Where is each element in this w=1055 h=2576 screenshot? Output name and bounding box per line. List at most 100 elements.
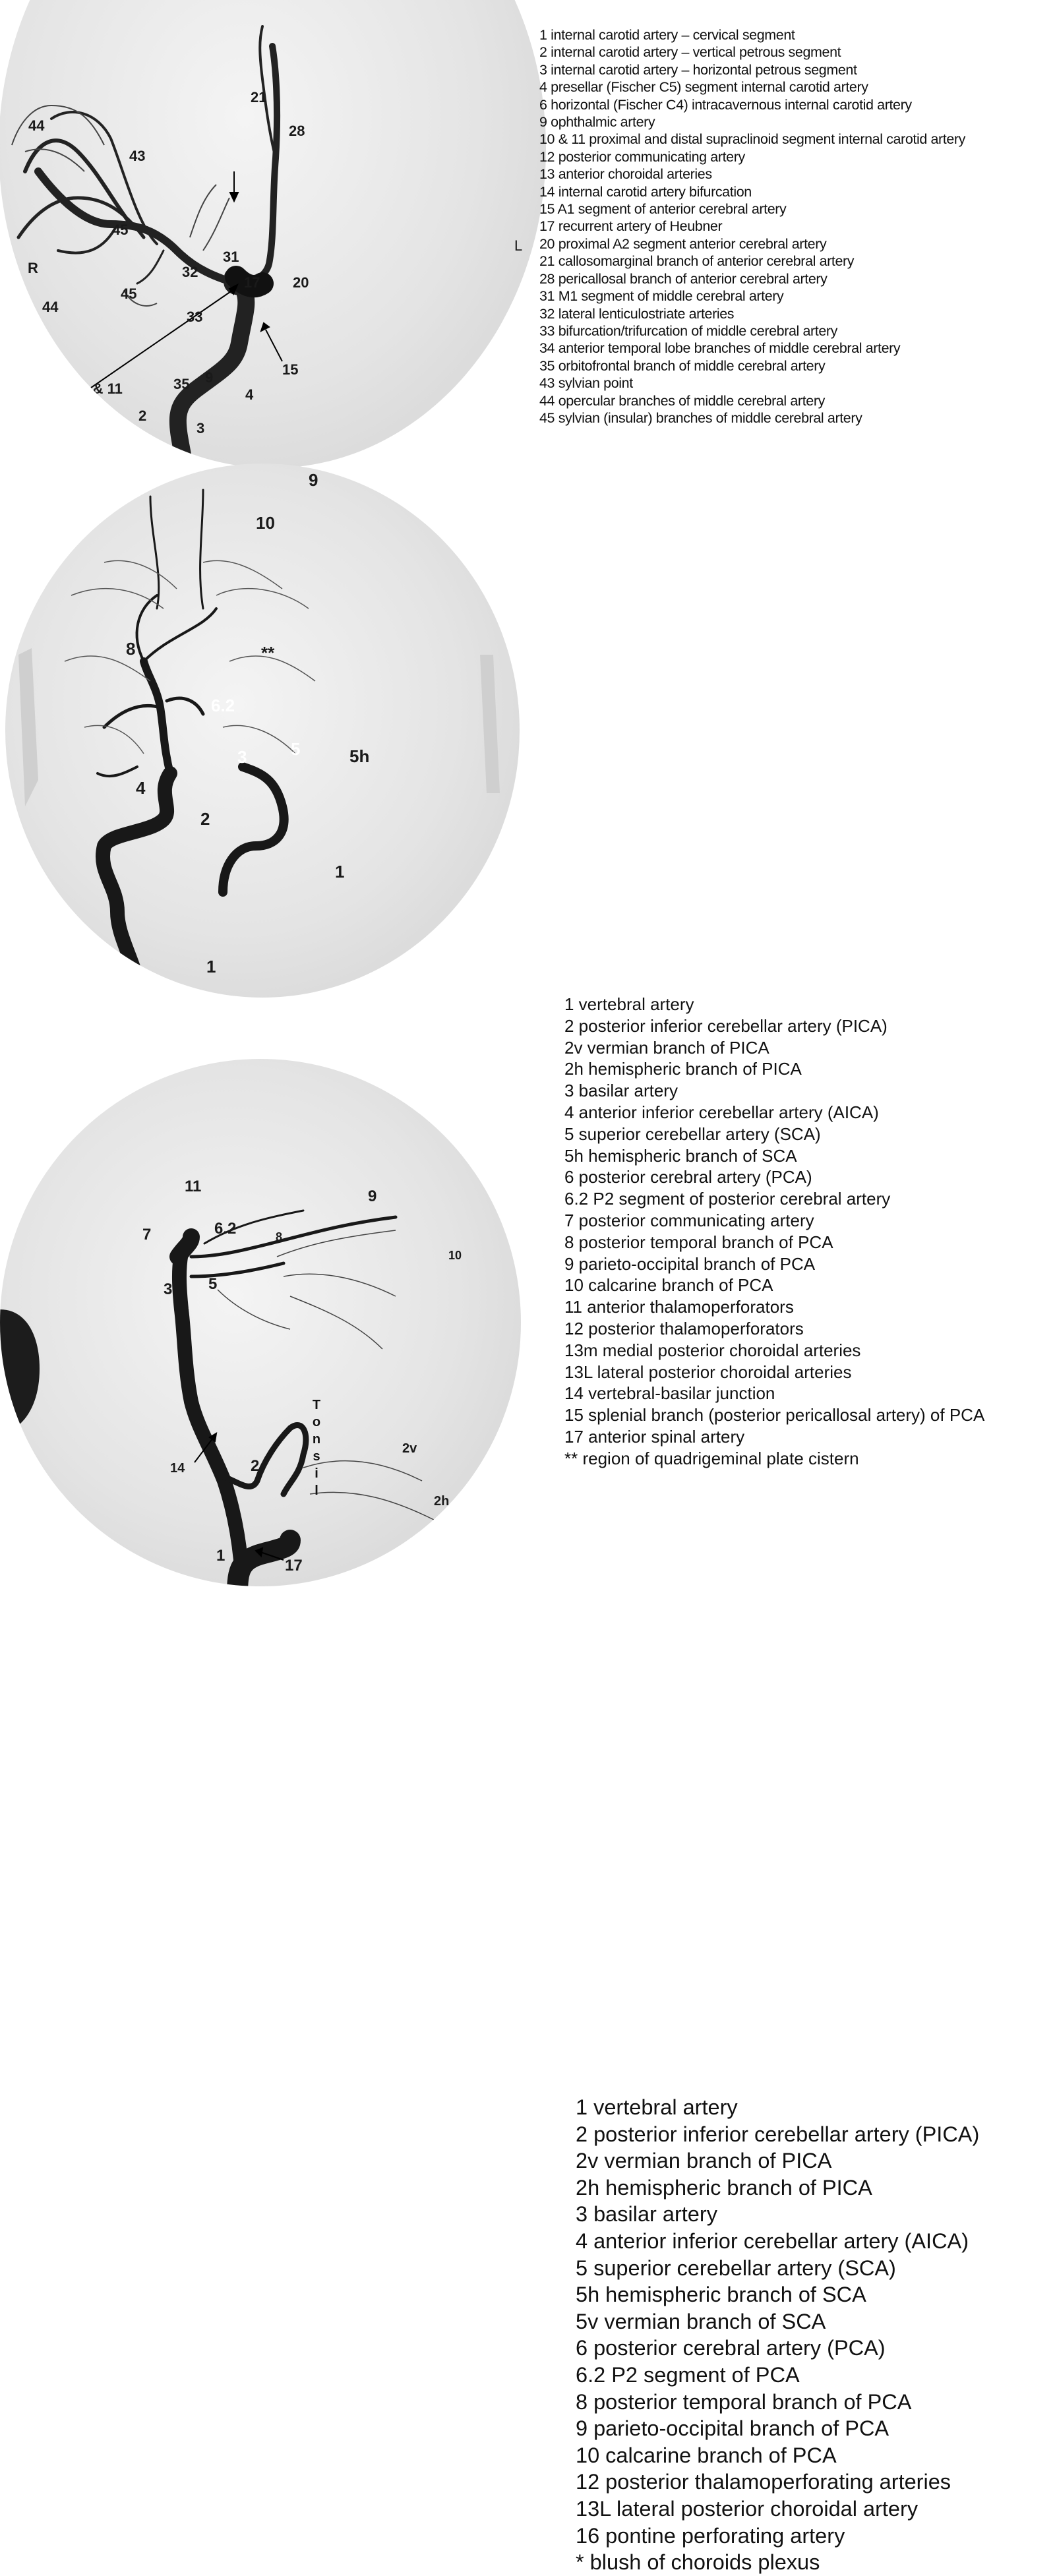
vertebral-lateral-angiogram-image: 11 9 7 6.2 8 10 3 5 14 2 2v 2h 1 17 T o … [0,1059,521,1586]
label-r-marker: R [28,260,38,276]
legend-item: 10 calcarine branch of PCA [576,2443,837,2467]
vertebrobasilar-lateral-vessels [0,1209,436,1586]
label-20: 20 [293,274,309,291]
label-2: 2 [251,1457,260,1475]
legend-item: 35 orbitofrontal branch of middle cerebr… [539,357,826,374]
label-1-right: 1 [335,862,345,882]
legend-item: 45 sylvian (insular) branches of middle … [539,409,862,426]
legend-item: 9 parieto-occipital branch of PCA [576,2416,889,2441]
label-9-left: 9 [146,473,156,493]
legend-item: 3 internal carotid artery – horizontal p… [539,61,857,78]
legend-item: 10 & 11 proximal and distal supraclinoid… [539,131,966,148]
legend-item: 3 basilar artery [576,2202,717,2227]
vertebral-frontal-angiogram-image: 9 9 10 8 ** 6.2 3 5 5h 4 2 1 1 [5,464,520,998]
tonsil-letter: i [315,1466,318,1481]
tonsil-letter: s [313,1449,320,1464]
label-44b: 44 [42,299,59,315]
legend-item: 6 posterior cerebral artery (PCA) [564,1167,812,1187]
legend-item: 2 posterior inferior cerebellar artery (… [564,1015,888,1036]
label-45b: 45 [121,285,137,302]
legend-item: 6.2 P2 segment of PCA [576,2362,800,2387]
legend-item: 13m medial posterior choroidal arteries [564,1340,861,1360]
legend-item: 20 proximal A2 segment anterior cerebral… [539,235,827,252]
legend-item: ** region of quadrigeminal plate cistern [564,1448,859,1468]
tonsil-letter: T [312,1398,321,1412]
label-3: 3 [164,1280,173,1298]
label-43: 43 [129,148,146,164]
label-14: 14 [170,1461,185,1476]
legend-item: 12 posterior thalamoperforators [564,1318,804,1338]
legend-item: 2v vermian branch of PICA [576,2149,832,2173]
legend-item: 12 posterior communicating artery [539,148,745,165]
legend-item: 2 posterior inferior cerebellar artery (… [576,2122,980,2146]
label-3: 3 [237,747,247,767]
label-quadrigeminal-marker: ** [261,643,275,663]
label-1: 1 [183,455,192,468]
label-31: 31 [223,249,239,265]
legend-item: 34 anterior temporal lobe branches of mi… [539,340,901,357]
legend-item: 21 callosomarginal branch of anterior ce… [539,253,855,270]
legend-item: 13 anterior choroidal arteries [539,166,712,183]
label-5: 5 [291,739,301,759]
label-15: 15 [282,361,299,378]
legend-item: 15 splenial branch (posterior pericallos… [564,1405,985,1425]
legend-item: 43 sylvian point [539,375,633,392]
label-45a: 45 [112,222,129,238]
legend-item: 11 anterior thalamoperforators [564,1297,794,1317]
label-2h: 2h [434,1494,450,1509]
legend-item: 5h hemispheric branch of SCA [576,2283,866,2307]
legend-item: 3 basilar artery [564,1081,678,1101]
carotid-pointer-arrows [90,171,283,388]
legend-item: 9 parieto-occipital branch of PCA [564,1253,816,1274]
label-9: 9 [368,1187,377,1205]
legend-item: 15 A1 segment of anterior cerebral arter… [539,201,787,218]
tonsil-letter: n [312,1432,321,1447]
label-2: 2 [138,407,147,424]
legend-item: 5 superior cerebellar artery (SCA) [576,2256,896,2280]
legend-item: 44 opercular branches of middle cerebral… [539,392,825,409]
legend-item: 13L lateral posterior choroidal arteries [564,1362,852,1382]
label-7: 7 [142,1226,152,1243]
label-4: 4 [245,386,254,403]
label-6-2: 6.2 [211,696,235,715]
label-1-bottom: 1 [206,957,216,976]
tonsil-letter: l [315,1483,318,1498]
label-9: 9 [205,369,214,386]
legend-item: 5h hemispheric branch of SCA [564,1145,797,1166]
label-17: 17 [244,274,260,291]
label-5: 5 [208,1275,218,1293]
label-6-2: 6.2 [214,1220,237,1238]
legend-item: 6.2 P2 segment of posterior cerebral art… [564,1189,891,1209]
legend-item: 6 posterior cerebral artery (PCA) [576,2336,886,2360]
legend-item: 1 internal carotid artery – cervical seg… [539,27,795,43]
legend-item: 28 pericallosal branch of anterior cereb… [539,270,828,287]
label-10: 10 [256,513,275,533]
legend-item: * blush of choroids plexus [576,2550,820,2575]
legend-item: 14 vertebral-basilar junction [564,1383,775,1404]
label-11: 11 [185,1178,202,1195]
label-32: 32 [182,264,198,280]
label-3: 3 [196,420,205,436]
legend-item: 17 anterior spinal artery [564,1426,745,1447]
legend-item: 4 anterior inferior cerebellar artery (A… [564,1102,879,1122]
legend-item: 8 posterior temporal branch of PCA [576,2389,912,2414]
legend-item: 1 vertebral artery [564,994,694,1014]
legend-item: 9 ophthalmic artery [539,114,655,131]
label-9-right: 9 [309,470,318,490]
panel-vertebral-lateral-angiogram: 11 9 7 6.2 8 10 3 5 14 2 2v 2h 1 17 T o … [0,1038,1055,2574]
legend-item: 14 internal carotid artery bifurcation [539,183,752,200]
label-44a: 44 [28,117,45,134]
legend-item: 10 calcarine branch of PCA [564,1275,773,1296]
label-8: 8 [126,639,136,659]
vertebrobasilar-frontal-vessels [18,489,500,998]
legend-item: 6 horizontal (Fischer C4) intracavernous… [539,96,912,113]
label-21: 21 [251,89,267,105]
carotid-legend: 1 internal carotid artery – cervical seg… [539,26,965,427]
legend-item: 4 presellar (Fischer C5) segment interna… [539,79,868,96]
legend-item: 2h hemispheric branch of PICA [576,2175,872,2200]
panel-vertebral-frontal-angiogram: 9 9 10 8 ** 6.2 3 5 5h 4 2 1 1 1 vertebr… [0,464,1055,1468]
label-10: 10 [448,1249,462,1262]
legend-item: 4 anterior inferior cerebellar artery (A… [576,2229,969,2253]
legend-item: 2h hemispheric branch of PICA [564,1059,802,1079]
panel-carotid-angiogram: 21 28 44 43 45 R 45 44 31 32 17 20 33 15… [0,0,1055,475]
